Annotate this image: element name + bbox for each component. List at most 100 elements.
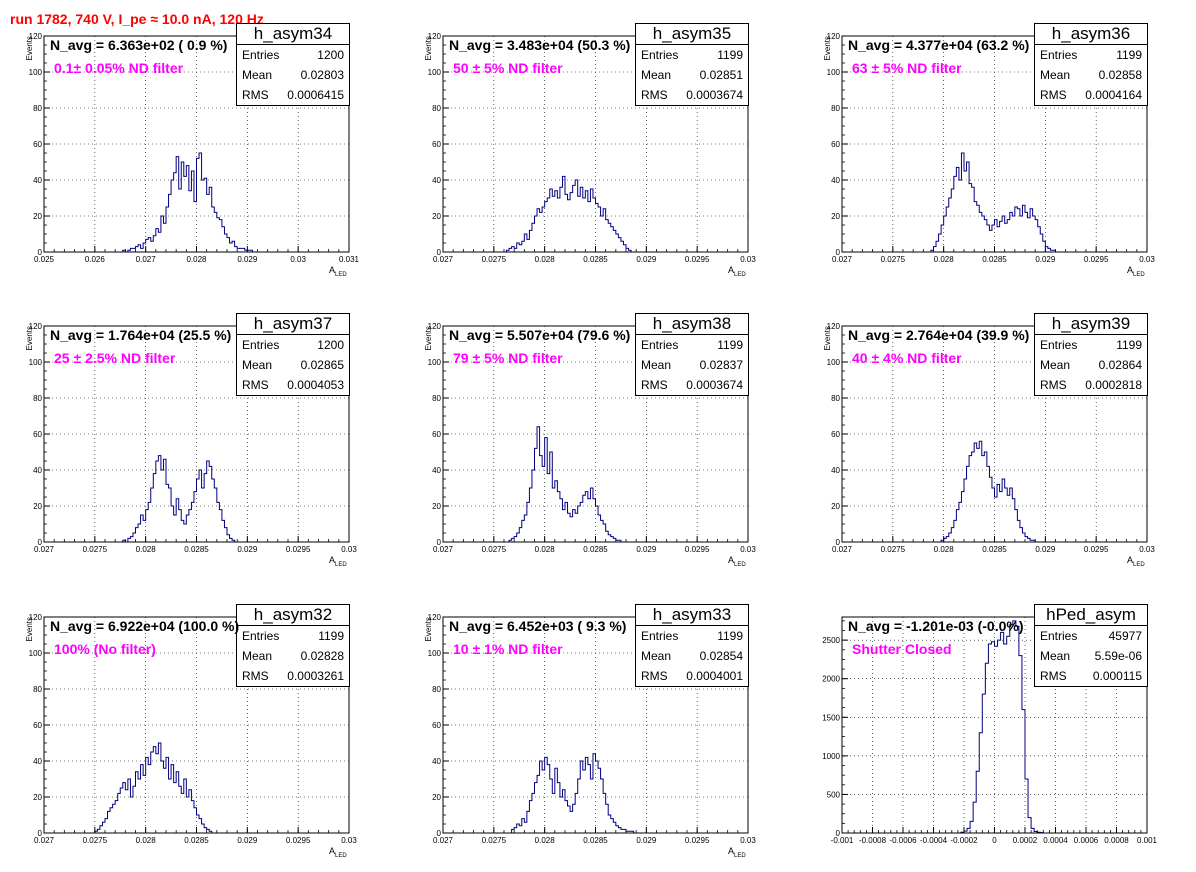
histogram-pad: 0.027 0.0275 0.028 0.0285 0.029 0.0295 0.03 0 20… bbox=[823, 313, 1155, 568]
x-tick-label: 0.0285 bbox=[982, 545, 1007, 554]
x-tick-label: 0.0275 bbox=[83, 836, 108, 845]
y-tick-label: 0 bbox=[38, 248, 43, 257]
x-tick-label: 0.028 bbox=[136, 545, 157, 554]
stats-key: Entries bbox=[242, 629, 280, 643]
y-tick-label: 1000 bbox=[822, 752, 840, 761]
x-tick-label: 0.028 bbox=[535, 255, 556, 264]
navg-label: N_avg = 6.363e+02 ( 0.9 %) bbox=[50, 37, 228, 53]
y-tick-label: 40 bbox=[432, 757, 441, 766]
x-tick-label: 0.03 bbox=[740, 255, 756, 264]
filter-label: 10 ± 1% ND filter bbox=[453, 641, 563, 657]
y-axis-title: Events bbox=[424, 36, 433, 60]
histogram-pad: 0.027 0.0275 0.028 0.0285 0.029 0.0295 0.03 0 20… bbox=[823, 23, 1155, 278]
stats-key: Mean bbox=[1040, 68, 1071, 82]
x-tick-label: 0.0006 bbox=[1074, 836, 1099, 845]
y-tick-label: 120 bbox=[428, 322, 442, 331]
y-tick-label: 20 bbox=[33, 793, 42, 802]
stats-rms-row: RMS 0.000115 bbox=[1035, 666, 1147, 686]
stats-entries-row: Entries 1199 bbox=[636, 335, 748, 355]
y-tick-label: 40 bbox=[33, 176, 42, 185]
stats-key: Mean bbox=[641, 68, 672, 82]
y-tick-label: 0 bbox=[836, 538, 841, 547]
y-tick-label: 80 bbox=[432, 685, 441, 694]
x-tick-label: 0.0295 bbox=[685, 836, 710, 845]
x-tick-label: 0.0295 bbox=[286, 836, 311, 845]
stats-key: Entries bbox=[641, 629, 679, 643]
stats-mean-row: Mean 0.02865 bbox=[237, 355, 349, 375]
y-tick-label: 100 bbox=[428, 68, 442, 77]
histogram-plot: 0.027 0.0275 0.028 0.0285 0.029 0.0295 0.03 0 20… bbox=[424, 613, 756, 859]
stats-box: h_asym33 Entries 1199 Mean 0.02854 RMS 0.00040… bbox=[635, 604, 749, 687]
stats-entries-value: 45977 bbox=[1108, 629, 1142, 643]
x-tick-label: 0.03 bbox=[290, 255, 306, 264]
stats-entries-row: Entries 1200 bbox=[237, 45, 349, 65]
stats-rms-value: 0.0006415 bbox=[287, 88, 344, 102]
stats-mean-value: 0.02865 bbox=[300, 358, 344, 372]
y-tick-label: 20 bbox=[33, 502, 42, 511]
histogram-plot: 0.027 0.0275 0.028 0.0285 0.029 0.0295 0.03 0 20… bbox=[25, 613, 357, 859]
y-tick-label: 20 bbox=[831, 212, 840, 221]
stats-entries-row: Entries 45977 bbox=[1035, 626, 1147, 646]
stats-entries-row: Entries 1199 bbox=[636, 626, 748, 646]
y-tick-label: 120 bbox=[29, 322, 43, 331]
navg-label: N_avg = 2.764e+04 (39.9 %) bbox=[848, 327, 1030, 343]
y-axis-title: Events bbox=[424, 617, 433, 641]
x-tick-label: 0.027 bbox=[433, 545, 454, 554]
stats-title: h_asym39 bbox=[1035, 314, 1147, 335]
stats-entries-value: 1199 bbox=[1116, 338, 1142, 352]
x-tick-label: 0.028 bbox=[186, 255, 207, 264]
stats-key: Mean bbox=[242, 358, 273, 372]
stats-key: Mean bbox=[242, 649, 273, 663]
stats-title: h_asym34 bbox=[237, 24, 349, 45]
x-tick-label: 0.0285 bbox=[583, 255, 608, 264]
y-tick-label: 500 bbox=[827, 790, 841, 799]
histogram-plot: 0.027 0.0275 0.028 0.0285 0.029 0.0295 0.03 0 20… bbox=[424, 322, 756, 568]
y-axis-title: Events bbox=[424, 326, 433, 350]
x-tick-label: 0.0275 bbox=[881, 545, 906, 554]
y-tick-label: 40 bbox=[831, 176, 840, 185]
stats-key: RMS bbox=[242, 669, 269, 683]
x-axis-title: ALED bbox=[728, 265, 746, 278]
x-tick-label: -0.0006 bbox=[889, 836, 917, 845]
y-tick-label: 120 bbox=[29, 32, 43, 41]
y-tick-label: 20 bbox=[432, 212, 441, 221]
y-axis-title: Events bbox=[25, 36, 34, 60]
stats-rms-row: RMS 0.0003674 bbox=[636, 375, 748, 395]
stats-key: Entries bbox=[1040, 48, 1078, 62]
histogram-pad: 0.027 0.0275 0.028 0.0285 0.029 0.0295 0.03 0 20… bbox=[424, 604, 756, 859]
stats-rms-value: 0.000115 bbox=[1092, 669, 1142, 683]
stats-rms-value: 0.0003674 bbox=[686, 88, 743, 102]
stats-key: Entries bbox=[1040, 338, 1078, 352]
x-tick-label: 0.029 bbox=[1035, 545, 1056, 554]
x-tick-label: 0.029 bbox=[636, 255, 657, 264]
y-tick-label: 100 bbox=[428, 649, 442, 658]
stats-key: Mean bbox=[1040, 358, 1071, 372]
stats-rms-row: RMS 0.0006415 bbox=[237, 85, 349, 105]
x-tick-label: 0.025 bbox=[34, 255, 55, 264]
x-tick-label: 0.0275 bbox=[482, 545, 507, 554]
histogram-series bbox=[44, 742, 349, 834]
y-tick-label: 120 bbox=[29, 613, 43, 622]
y-tick-label: 40 bbox=[432, 466, 441, 475]
x-tick-label: 0.0285 bbox=[184, 836, 209, 845]
x-tick-label: 0.0295 bbox=[1084, 545, 1109, 554]
histogram-pad: 0.027 0.0275 0.028 0.0285 0.029 0.0295 0.03 0 20… bbox=[424, 313, 756, 568]
x-axis-title: ALED bbox=[329, 555, 347, 568]
histogram-pad: 0.027 0.0275 0.028 0.0285 0.029 0.0295 0.03 0 20… bbox=[424, 23, 756, 278]
stats-mean-row: Mean 0.02854 bbox=[636, 646, 748, 666]
y-tick-label: 0 bbox=[437, 538, 442, 547]
x-tick-label: 0.029 bbox=[237, 545, 258, 554]
stats-entries-row: Entries 1200 bbox=[237, 335, 349, 355]
y-tick-label: 100 bbox=[29, 649, 43, 658]
y-tick-label: 100 bbox=[29, 358, 43, 367]
stats-box: h_asym36 Entries 1199 Mean 0.02858 RMS 0.00041… bbox=[1034, 23, 1148, 106]
stats-key: RMS bbox=[641, 378, 668, 392]
x-tick-label: -0.0002 bbox=[950, 836, 978, 845]
y-tick-label: 20 bbox=[33, 212, 42, 221]
y-tick-label: 100 bbox=[428, 358, 442, 367]
stats-box: hPed_asym Entries 45977 Mean 5.59e-06 RMS 0.00… bbox=[1034, 604, 1148, 687]
stats-entries-value: 1200 bbox=[317, 338, 344, 352]
stats-box: h_asym39 Entries 1199 Mean 0.02864 RMS 0.00028… bbox=[1034, 313, 1148, 396]
y-tick-label: 0 bbox=[836, 829, 841, 838]
stats-rms-value: 0.0003674 bbox=[686, 378, 743, 392]
